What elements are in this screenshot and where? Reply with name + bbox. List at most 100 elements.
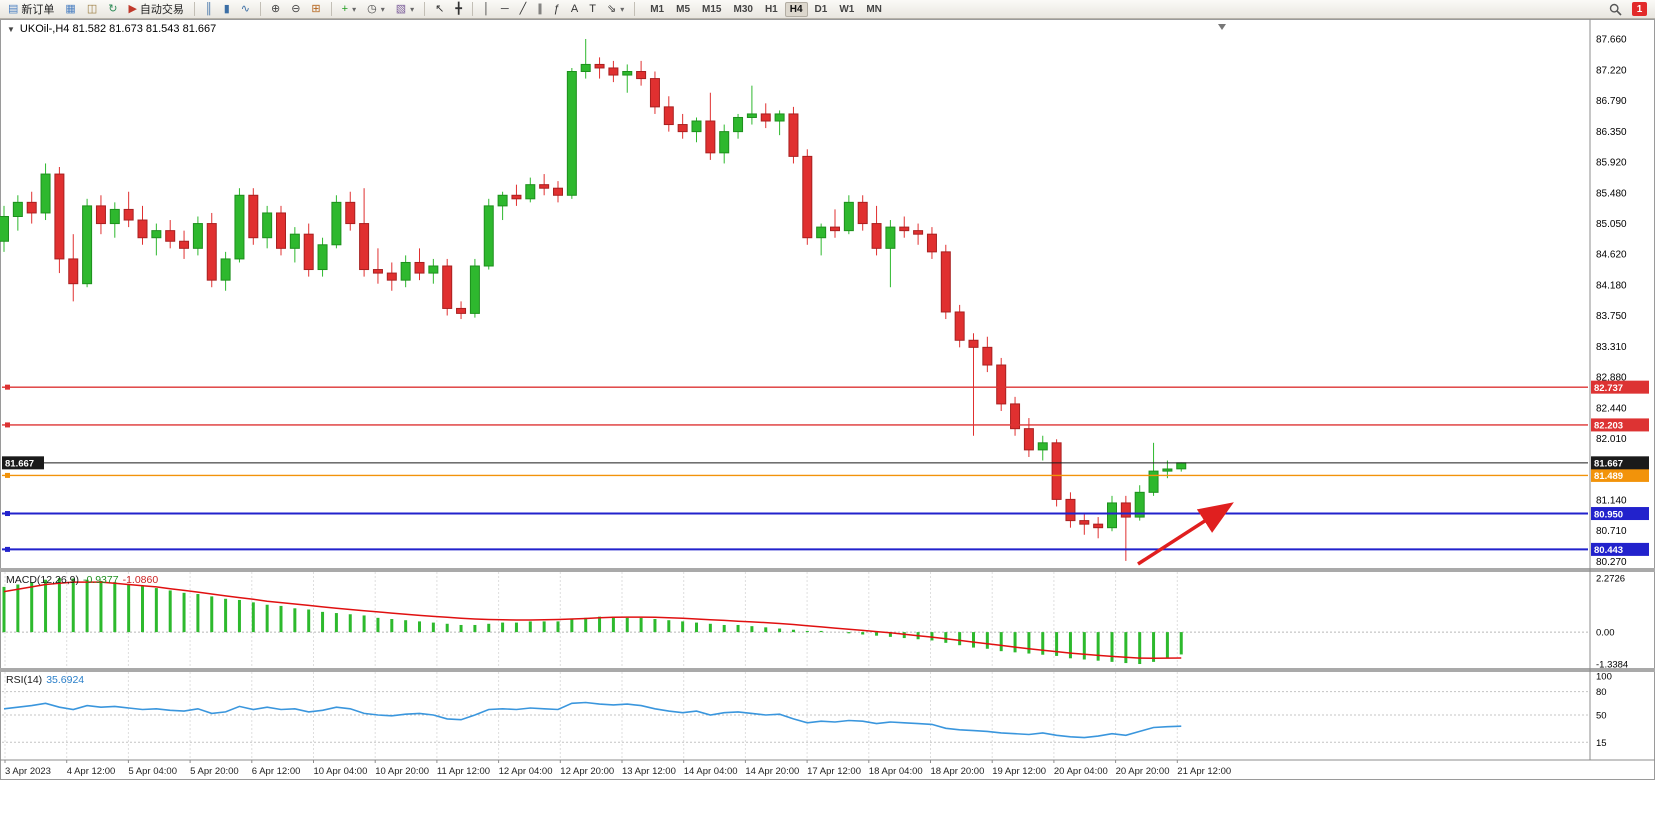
candle xyxy=(414,248,425,281)
candlestick-chart-type-icon: ▮ xyxy=(223,2,230,15)
price-axis-label: 84.620 xyxy=(1596,249,1627,260)
vertical-line-button[interactable]: │ xyxy=(478,0,495,19)
macd-indicator-label: MACD(12,26,9) -0.9377 -1.0860 xyxy=(6,574,158,586)
timeframe-m30-button[interactable]: M30 xyxy=(733,3,753,15)
fibonacci-button[interactable]: ƒ xyxy=(549,0,565,19)
level-line-handle[interactable] xyxy=(5,472,10,478)
line-chart-type-icon: ∿ xyxy=(240,2,250,15)
profiles-button[interactable]: ◫ xyxy=(82,0,102,19)
time-axis-label: 3 Apr 2023 xyxy=(5,766,51,777)
toolbar-right-group: 1 xyxy=(1609,2,1652,16)
price-axis-label: 84.180 xyxy=(1596,281,1627,292)
cursor-button[interactable]: ↖ xyxy=(430,0,449,19)
candle xyxy=(816,223,827,256)
timeframe-h1-button[interactable]: H1 xyxy=(764,3,778,15)
candle xyxy=(719,124,730,164)
one-click-trading-toggle[interactable]: ▼ xyxy=(7,25,15,34)
timeframe-h4-button[interactable]: H4 xyxy=(784,1,808,17)
indicators-icon: + xyxy=(341,2,349,15)
candle xyxy=(109,202,120,238)
candle xyxy=(746,85,757,125)
text-label-icon: T xyxy=(589,2,596,15)
chart-window-icon: ▦ xyxy=(65,2,76,15)
new-order-button[interactable]: ▤ 新订单 xyxy=(3,0,59,19)
zoom-out-button[interactable]: ⊖ xyxy=(286,0,305,19)
candle xyxy=(760,103,771,129)
autotrading-icon: ▶ xyxy=(128,2,137,15)
trendline-button[interactable]: ╱ xyxy=(515,0,532,19)
indicators-button[interactable]: + ▾ xyxy=(337,0,361,19)
search-button[interactable] xyxy=(1609,3,1622,16)
candle xyxy=(539,174,550,196)
macd-axis-label: -1.3384 xyxy=(1596,659,1628,670)
tile-windows-icon: ⊞ xyxy=(311,2,321,15)
candle xyxy=(345,191,356,231)
trend-arrow[interactable] xyxy=(1137,502,1234,566)
candle xyxy=(179,230,190,259)
arrows-tool-button[interactable]: ⇘ ▾ xyxy=(602,0,629,19)
candles xyxy=(0,38,1187,561)
candle xyxy=(940,244,951,320)
candle xyxy=(456,301,467,320)
periods-button[interactable]: ◷ ▾ xyxy=(362,0,390,19)
timeframe-d1-button[interactable]: D1 xyxy=(814,3,828,15)
candle xyxy=(913,223,924,245)
svg-text:82.203: 82.203 xyxy=(1594,421,1623,432)
time-axis[interactable]: 3 Apr 2023 4 Apr 12:00 5 Apr 04:00 5 Apr 20… xyxy=(4,760,1231,777)
price-axis[interactable]: 87.660 87.220 86.790 86.350 85.920 85.480 85.0… xyxy=(1591,34,1649,568)
candle xyxy=(123,191,134,228)
level-line-handle[interactable] xyxy=(5,422,10,428)
tile-windows-button[interactable]: ⊞ xyxy=(306,0,325,19)
toolbar-separator xyxy=(634,2,636,16)
time-axis-label: 5 Apr 04:00 xyxy=(128,766,177,777)
templates-button[interactable]: ▧ ▾ xyxy=(391,0,419,19)
timeframe-group: M1 M5 M15 M30 H1 H4 D1 W1 MN xyxy=(645,1,887,17)
refresh-button[interactable]: ↻ xyxy=(103,0,122,19)
candle xyxy=(857,195,868,231)
crosshair-button[interactable]: ╋ xyxy=(450,0,467,19)
notification-badge[interactable]: 1 xyxy=(1632,2,1647,16)
candle xyxy=(663,96,674,132)
svg-text:81.489: 81.489 xyxy=(1594,471,1623,482)
chart-window-button[interactable]: ▦ xyxy=(60,0,80,19)
bar-chart-type-button[interactable]: ║ xyxy=(200,0,218,19)
timeframe-w1-button[interactable]: W1 xyxy=(839,3,855,15)
zoom-in-button[interactable]: ⊕ xyxy=(266,0,285,19)
equidistant-channel-button[interactable]: ∥ xyxy=(532,0,548,19)
candle xyxy=(82,198,93,288)
text-label-button[interactable]: T xyxy=(584,0,601,19)
candle xyxy=(1120,495,1131,561)
horizontal-line-button[interactable]: ─ xyxy=(496,0,514,19)
time-axis-label: 12 Apr 04:00 xyxy=(499,766,553,777)
candlestick-chart-type-button[interactable]: ▮ xyxy=(219,0,235,19)
candle xyxy=(1079,513,1090,535)
candle xyxy=(206,212,217,288)
new-order-button-label: 新订单 xyxy=(21,4,55,16)
text-button[interactable]: A xyxy=(566,0,583,19)
candle xyxy=(428,258,439,284)
level-line-handle[interactable] xyxy=(5,511,10,517)
line-chart-type-button[interactable]: ∿ xyxy=(236,0,255,19)
candle xyxy=(26,191,37,224)
search-icon xyxy=(1609,3,1622,16)
chevron-down-icon: ▾ xyxy=(380,4,385,14)
timeframe-m5-button[interactable]: M5 xyxy=(676,3,691,15)
level-price-badge: 80.443 xyxy=(1591,542,1649,556)
candle xyxy=(400,255,411,288)
level-line-handle[interactable] xyxy=(5,546,10,552)
panel-separator[interactable] xyxy=(0,568,1655,572)
candle xyxy=(774,110,785,136)
macd-axis-label: 2.2726 xyxy=(1596,574,1625,585)
autotrading-button[interactable]: ▶ 自动交易 xyxy=(123,0,188,19)
candle xyxy=(68,234,79,302)
candle xyxy=(843,195,854,235)
time-axis-label: 4 Apr 12:00 xyxy=(67,766,116,777)
equidistant-channel-icon: ∥ xyxy=(537,2,543,15)
timeframe-m1-button[interactable]: M1 xyxy=(650,3,665,15)
level-line-handle[interactable] xyxy=(5,384,10,390)
timeframe-m15-button[interactable]: M15 xyxy=(702,3,722,15)
panel-separator[interactable] xyxy=(0,668,1655,672)
svg-text:82.737: 82.737 xyxy=(1594,383,1623,394)
candle xyxy=(677,113,688,139)
timeframe-mn-button[interactable]: MN xyxy=(866,3,882,15)
